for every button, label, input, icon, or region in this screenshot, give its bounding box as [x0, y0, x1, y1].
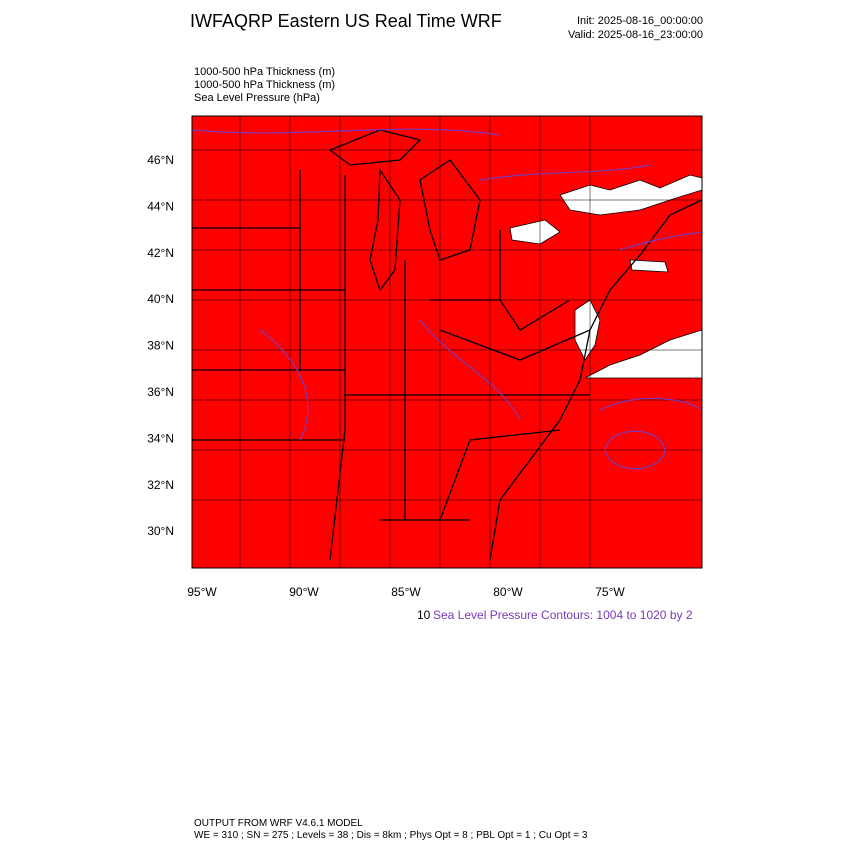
state-borders: [192, 170, 591, 561]
lat-label: 32°N: [147, 478, 174, 492]
contour-info: Sea Level Pressure Contours: 1004 to 102…: [433, 608, 693, 622]
lake-erie: [509, 219, 561, 245]
ocean-gap: [584, 329, 702, 379]
lat-label: 44°N: [147, 199, 174, 213]
lat-label: 34°N: [147, 431, 174, 445]
lat-label: 42°N: [147, 246, 174, 260]
lon-label: 85°W: [391, 585, 421, 599]
lon-label: 75°W: [595, 585, 625, 599]
map-frame: [191, 115, 703, 569]
contour-info-prefix: 10: [417, 608, 431, 622]
lat-label: 38°N: [147, 339, 174, 353]
field-label: 1000-500 hPa Thickness (m): [194, 79, 335, 91]
field-label: Sea Level Pressure (hPa): [194, 92, 320, 104]
coastline: [489, 199, 702, 561]
great-lakes-shore: [328, 129, 481, 292]
lat-label: 40°N: [147, 292, 174, 306]
lake-ontario: [559, 174, 702, 216]
title: IWFAQRP Eastern US Real Time WRF: [190, 11, 502, 31]
slp-contours: [192, 128, 702, 470]
lat-label: 30°N: [147, 524, 174, 538]
lon-label: 90°W: [289, 585, 319, 599]
map: [191, 115, 703, 569]
footer-config: WE = 310 ; SN = 275 ; Levels = 38 ; Dis …: [194, 830, 588, 841]
lat-label: 46°N: [147, 153, 174, 167]
lat-label: 36°N: [147, 385, 174, 399]
init-time: Init: 2025-08-16_00:00:00: [577, 15, 703, 27]
long-island: [629, 259, 669, 273]
footer-model: OUTPUT FROM WRF V4.6.1 MODEL: [194, 818, 363, 829]
lon-label: 95°W: [187, 585, 217, 599]
valid-time: Valid: 2025-08-16_23:00:00: [568, 29, 703, 41]
lon-label: 80°W: [493, 585, 523, 599]
field-label: 1000-500 hPa Thickness (m): [194, 66, 335, 78]
